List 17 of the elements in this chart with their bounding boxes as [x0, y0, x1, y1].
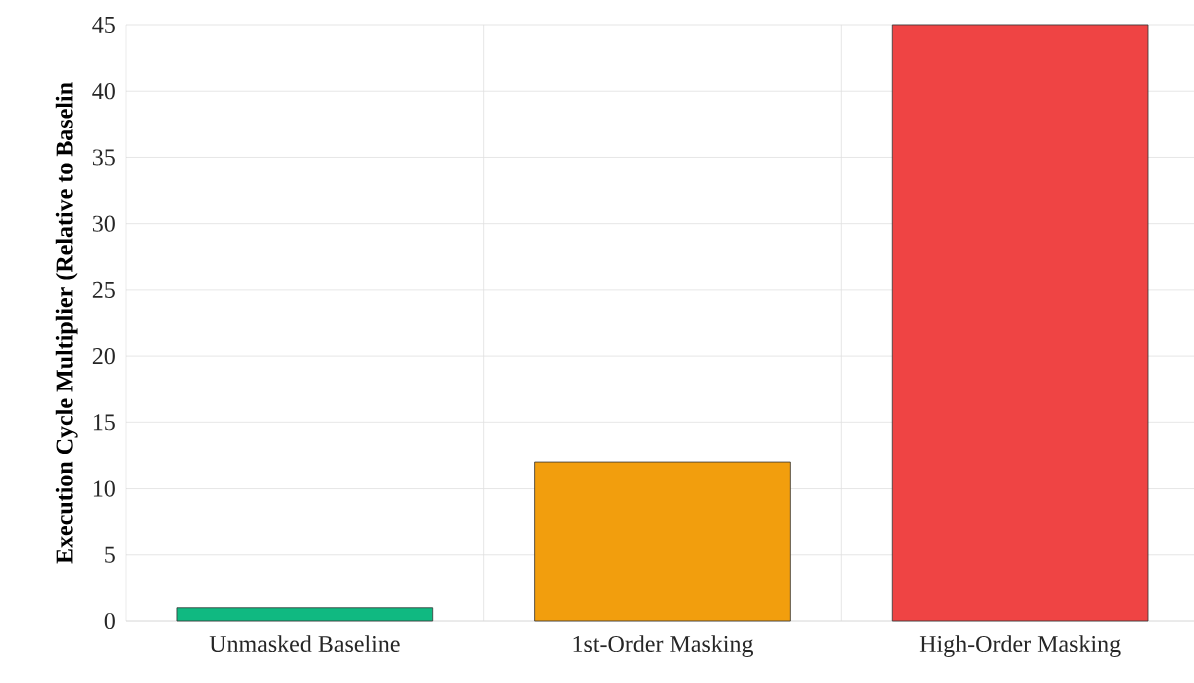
y-tick-label: 35 [92, 149, 115, 166]
y-tick-label: 40 [92, 83, 115, 100]
y-tick-label: 45 [92, 16, 115, 34]
y-tick-label: 0 [104, 612, 115, 630]
y-axis-title: Execution Cycle Multiplier (Relative to Baselin [55, 82, 78, 564]
bar [891, 24, 1149, 622]
y-tick-label: 30 [92, 215, 115, 232]
y-tick-label: 15 [93, 414, 115, 431]
x-tick-label: High-Order Masking [919, 635, 1121, 658]
y-tick-label: 5 [105, 546, 115, 563]
y-tick-label: 25 [92, 281, 115, 298]
y-tick-label: 20 [92, 348, 115, 365]
y-tick-label: 10 [93, 480, 115, 497]
x-tick-label: 1st-Order Masking [573, 635, 754, 658]
bar [176, 607, 434, 622]
bar [534, 461, 791, 622]
x-tick-label: Unmasked Baseline [209, 635, 400, 653]
